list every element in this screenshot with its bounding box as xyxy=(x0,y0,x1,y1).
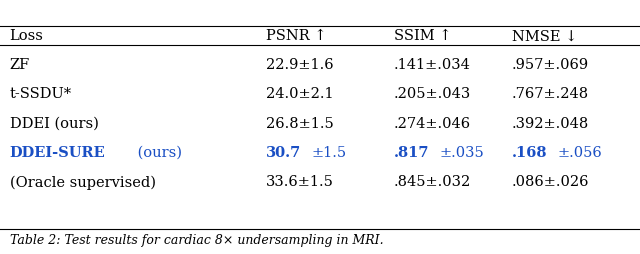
Text: Table 2: Test results for cardiac 8× undersampling in MRI.: Table 2: Test results for cardiac 8× und… xyxy=(10,234,383,246)
Text: NMSE ↓: NMSE ↓ xyxy=(512,29,577,43)
Text: .141±.034: .141±.034 xyxy=(394,58,470,72)
Text: 24.0±2.1: 24.0±2.1 xyxy=(266,87,333,101)
Text: Loss: Loss xyxy=(10,29,44,43)
Text: DDEI (ours): DDEI (ours) xyxy=(10,116,99,130)
Text: .392±.048: .392±.048 xyxy=(512,116,589,130)
Text: .817: .817 xyxy=(394,146,429,159)
Text: ±1.5: ±1.5 xyxy=(311,146,346,159)
Text: .086±.026: .086±.026 xyxy=(512,175,589,188)
Text: SSIM ↑: SSIM ↑ xyxy=(394,29,451,43)
Text: .168: .168 xyxy=(512,146,547,159)
Text: ZF: ZF xyxy=(10,58,30,72)
Text: ±.035: ±.035 xyxy=(440,146,484,159)
Text: .274±.046: .274±.046 xyxy=(394,116,471,130)
Text: ±.056: ±.056 xyxy=(558,146,602,159)
Text: 22.9±1.6: 22.9±1.6 xyxy=(266,58,333,72)
Text: DDEI-SURE: DDEI-SURE xyxy=(10,146,106,159)
Text: 26.8±1.5: 26.8±1.5 xyxy=(266,116,333,130)
Text: .845±.032: .845±.032 xyxy=(394,175,471,188)
Text: 30.7: 30.7 xyxy=(266,146,301,159)
Text: .767±.248: .767±.248 xyxy=(512,87,589,101)
Text: 33.6±1.5: 33.6±1.5 xyxy=(266,175,333,188)
Text: .205±.043: .205±.043 xyxy=(394,87,471,101)
Text: PSNR ↑: PSNR ↑ xyxy=(266,29,326,43)
Text: t-SSDU*: t-SSDU* xyxy=(10,87,72,101)
Text: (ours): (ours) xyxy=(133,146,182,159)
Text: .957±.069: .957±.069 xyxy=(512,58,589,72)
Text: (Oracle supervised): (Oracle supervised) xyxy=(10,174,156,189)
